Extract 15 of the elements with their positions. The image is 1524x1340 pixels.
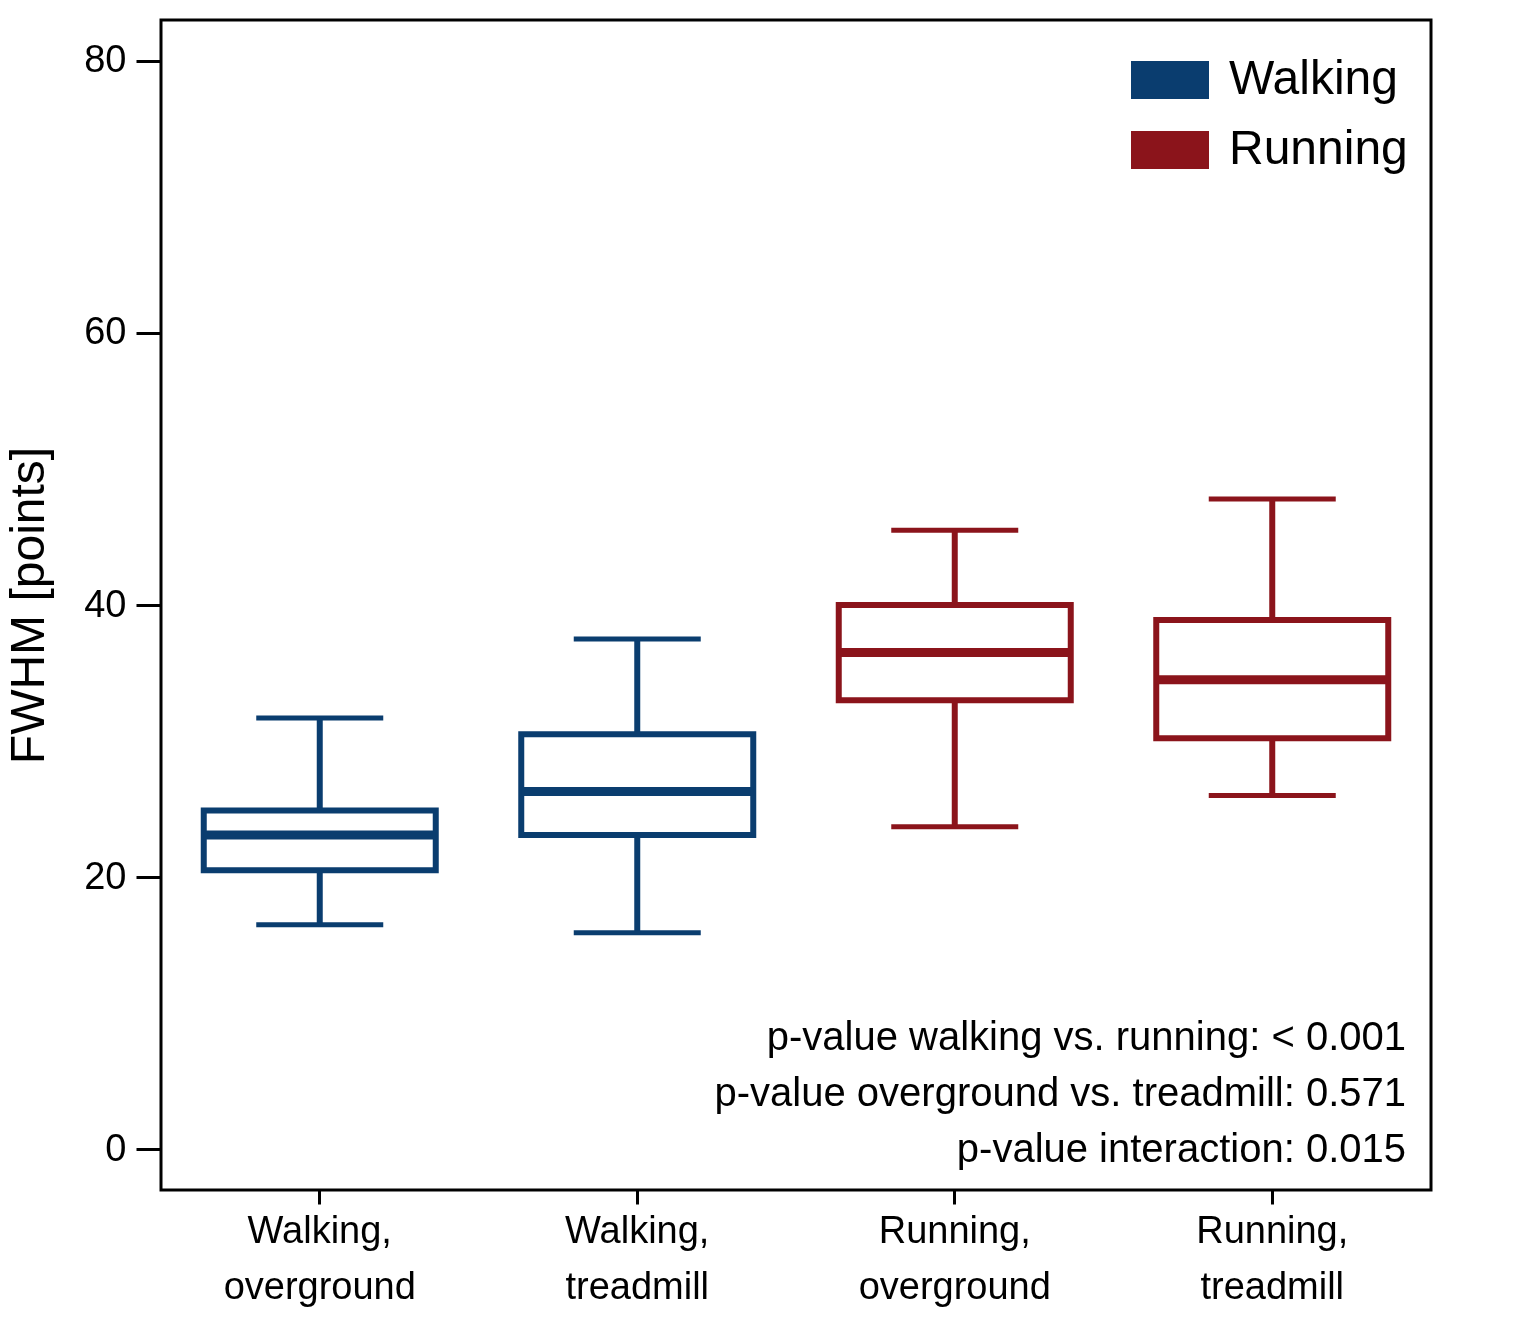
x-tick-label: Running, overground	[858, 1208, 1051, 1307]
legend-label: Running	[1229, 121, 1408, 174]
y-tick-label: 60	[84, 310, 127, 353]
annotation: p-value walking vs. running: < 0.001	[766, 1014, 1406, 1058]
annotation: p-value overground vs. treadmill: 0.571	[714, 1070, 1406, 1114]
y-axis-title: FWHM [points]	[1, 446, 55, 765]
x-tick-label: Walking, treadmill	[565, 1208, 710, 1307]
y-tick-label: 40	[84, 582, 127, 625]
annotation: p-value interaction: 0.015	[956, 1126, 1406, 1170]
y-tick-label: 0	[105, 1126, 127, 1169]
x-tick-label: Walking, overground	[223, 1208, 416, 1307]
y-tick-label: 80	[84, 38, 127, 81]
legend-label: Walking	[1229, 51, 1398, 104]
x-tick-label: Running, treadmill	[1196, 1208, 1349, 1307]
y-tick-label: 20	[84, 854, 127, 897]
